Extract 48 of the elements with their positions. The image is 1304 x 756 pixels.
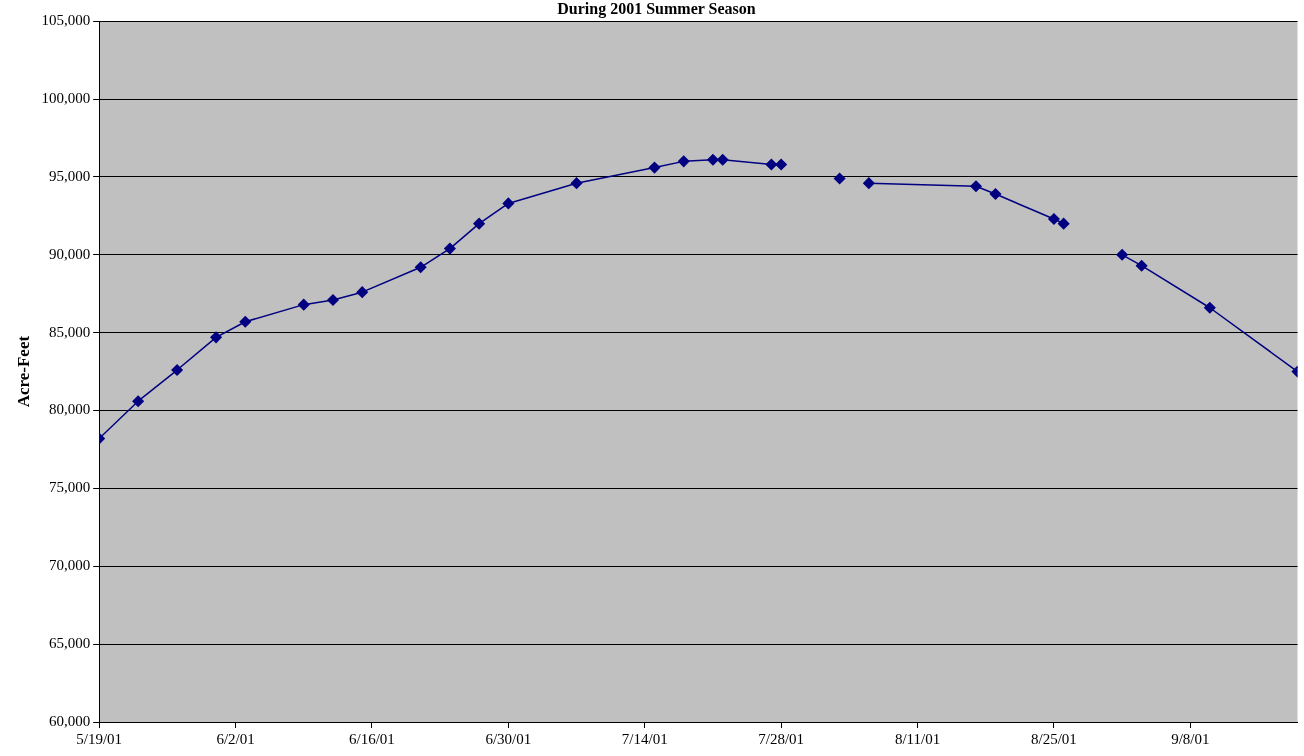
point: [356, 286, 368, 298]
point: [863, 177, 875, 189]
point: [833, 172, 846, 185]
point: [765, 158, 778, 171]
y-tick-label: 65,000: [48, 635, 91, 652]
x-tick-label: 9/8/01: [1171, 730, 1210, 747]
x-tick-label: 7/28/01: [758, 730, 805, 747]
point: [716, 154, 729, 166]
point: [1204, 302, 1216, 314]
point: [677, 155, 690, 168]
point: [1057, 217, 1070, 230]
x-tick-label: 6/2/01: [216, 730, 255, 747]
point: [648, 161, 661, 174]
point: [502, 197, 515, 210]
y-tick-label: 105,000: [41, 12, 91, 29]
point: [444, 242, 456, 255]
y-tick-label: 75,000: [48, 479, 91, 496]
point: [473, 217, 485, 230]
point: [298, 298, 310, 311]
point: [414, 261, 427, 274]
chart-title: During 2001 Summer Season: [557, 0, 756, 18]
x-tick-label: 8/25/01: [1031, 730, 1077, 747]
y-axis-title: Acre-Feet: [13, 335, 33, 408]
point: [1135, 259, 1148, 272]
point: [570, 177, 583, 189]
point: [707, 154, 719, 166]
x-tick-label: 6/30/01: [485, 730, 532, 747]
point: [239, 316, 252, 328]
point: [1116, 249, 1128, 261]
point: [970, 180, 982, 193]
x-tick-label: 5/19/01: [76, 730, 123, 747]
x-tick-label: 8/11/01: [894, 730, 941, 747]
y-tick-label: 95,000: [48, 167, 91, 184]
x-tick-label: 6/16/01: [349, 730, 395, 747]
y-tick-label: 100,000: [41, 90, 91, 106]
y-tick-label: 60,000: [48, 712, 91, 729]
x-tick-label: 7/14/01: [621, 730, 668, 747]
point: [327, 294, 339, 306]
point: [132, 395, 144, 407]
point: [210, 331, 222, 344]
point: [775, 158, 787, 171]
y-tick-label: 85,000: [48, 323, 91, 340]
y-tick-label: 70,000: [48, 557, 91, 574]
point: [989, 188, 1002, 200]
y-tick-label: 90,000: [48, 245, 91, 262]
point: [171, 364, 183, 376]
y-tick-label: 80,000: [48, 401, 91, 418]
point: [1048, 213, 1060, 225]
